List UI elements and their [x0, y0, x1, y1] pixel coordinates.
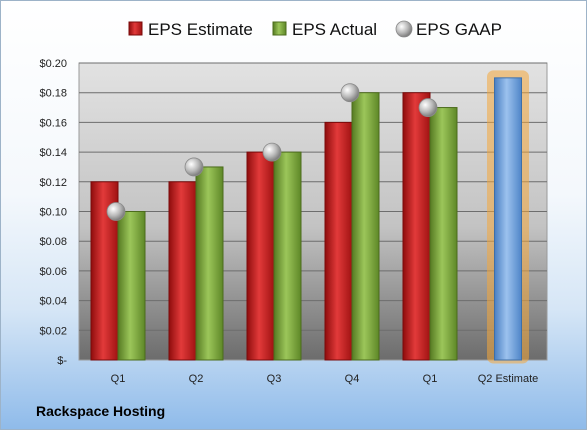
x-tick-label: Q2 [189, 373, 204, 385]
eps-actual-bar [273, 151, 302, 361]
y-tick-label: $0.12 [39, 177, 67, 189]
y-tick-label: $0.16 [39, 117, 67, 129]
legend-actual-swatch [272, 21, 287, 36]
y-tick-label: $0.06 [39, 266, 67, 278]
eps-actual-bar [351, 92, 380, 361]
eps-gaap-marker [262, 142, 282, 162]
eps-gaap-marker [106, 202, 126, 221]
eps-gaap-marker [418, 98, 438, 117]
y-tick-label: $0.18 [39, 88, 67, 100]
x-tick-label: Q1 [423, 373, 438, 385]
legend-label: EPS GAAP [416, 20, 502, 39]
legend-estimate-swatch [128, 21, 143, 36]
y-tick-label: $- [57, 355, 67, 367]
company-name: Rackspace Hosting [36, 403, 166, 419]
legend-gaap-swatch [395, 20, 413, 38]
x-tick-label: Q1 [111, 373, 126, 385]
x-tick-label: Q4 [345, 373, 360, 385]
x-tick-label: Q2 Estimate [478, 373, 539, 385]
eps-actual-bar [117, 211, 146, 361]
eps-estimate-bar [324, 121, 353, 361]
legend-label: EPS Estimate [148, 20, 253, 39]
y-tick-label: $0.10 [39, 207, 67, 219]
y-tick-label: $0.04 [39, 296, 67, 308]
eps-gaap-marker [340, 83, 360, 103]
x-tick-label: Q3 [267, 373, 282, 385]
y-tick-label: $0.20 [39, 58, 67, 70]
q2-estimate-bar [494, 77, 522, 361]
y-tick-label: $0.14 [39, 147, 67, 159]
eps-actual-bar [195, 166, 224, 361]
eps-estimate-bar [246, 151, 275, 361]
y-tick-label: $0.08 [39, 236, 67, 248]
eps-gaap-marker [184, 157, 204, 177]
eps-actual-bar [429, 107, 458, 361]
y-tick-label: $0.02 [39, 325, 67, 337]
legend-label: EPS Actual [292, 20, 377, 39]
eps-estimate-bar [402, 92, 431, 361]
eps-estimate-bar [168, 181, 197, 361]
